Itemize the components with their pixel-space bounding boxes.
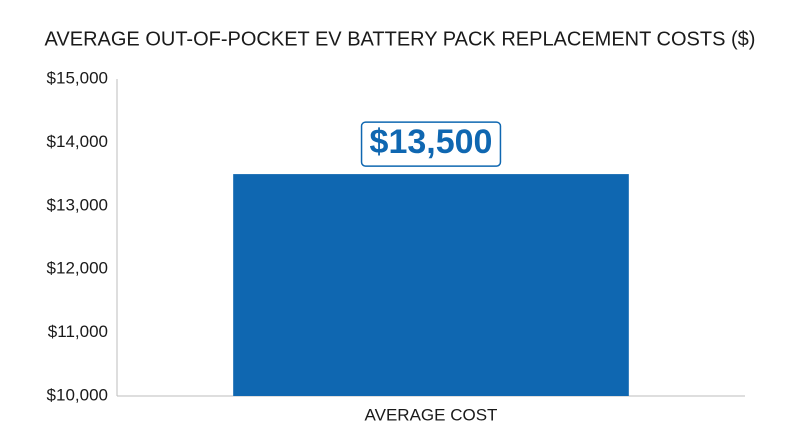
y-tick-label: $15,000: [47, 68, 108, 87]
bar: [233, 174, 629, 396]
y-tick-label: $10,000: [47, 385, 108, 404]
x-tick-label: AVERAGE COST: [365, 405, 498, 424]
y-tick-label: $11,000: [48, 322, 108, 341]
y-tick-label: $14,000: [47, 132, 108, 151]
y-tick-label: $13,000: [47, 195, 108, 214]
value-label: $13,500: [370, 123, 493, 161]
chart-title: AVERAGE OUT-OF-POCKET EV BATTERY PACK RE…: [45, 28, 756, 50]
y-tick-label: $12,000: [47, 259, 108, 278]
value-label-box: [360, 121, 502, 167]
